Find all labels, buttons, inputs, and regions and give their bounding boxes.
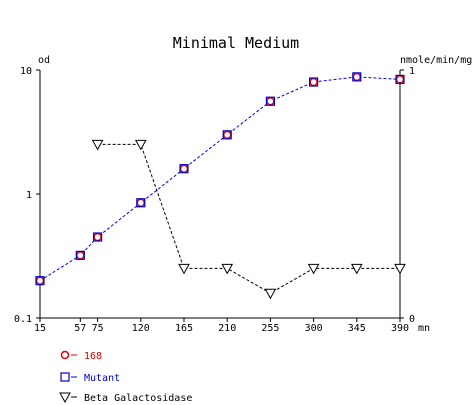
axes: 15 57 75 120 165 210 255 300 345 390 0.1 1 10 0 1 [14,66,415,334]
y-left-tick-label: 0.1 [14,314,32,325]
data-point-168 [266,96,275,106]
data-point-beta-galactosidase [134,139,147,151]
legend: 168 Mutant Beta Galactosidase [59,350,192,404]
data-point-168 [352,72,362,82]
x-tick-label: 210 [218,323,236,334]
chart-title: Minimal Medium [173,34,299,52]
series-line-beta-galactosidase [97,143,400,294]
data-point-168 [93,232,102,242]
x-tick-label: 165 [175,323,193,334]
x-tick-label: 345 [348,323,366,334]
legend-label-mutant: Mutant [84,373,120,384]
legend-marker-168 [60,350,70,360]
x-tick-label: 255 [261,323,279,334]
data-point-168 [179,164,189,173]
data-point-beta-galactosidase [178,263,190,275]
data-point-168 [76,251,85,260]
data-point-mutant [309,77,319,87]
data-point-mutant [222,130,232,140]
data-point-mutant [136,198,146,208]
data-point-168 [222,130,232,140]
data-point-mutant [75,250,85,260]
data-point-beta-galactosidase [91,139,104,151]
legend-label-beta-galactosidase: Beta Galactosidase [84,393,192,404]
data-point-beta-galactosidase [307,263,320,275]
data-point-beta-galactosidase [264,288,277,300]
x-tick-label: 57 [74,323,86,334]
y-left-tick-label: 1 [26,190,32,201]
x-tick-label: 120 [132,323,150,334]
data-point-mutant [92,232,103,242]
x-tick-label: 300 [305,323,323,334]
data-point-mutant [179,164,189,174]
y-right-label: nmole/min/mg [400,55,472,66]
legend-marker-mutant [60,372,70,382]
legend-item-beta-galactosidase: Beta Galactosidase [59,392,192,404]
data-point-168 [395,75,405,84]
data-point-168 [309,77,318,87]
y-right-tick-label: 1 [409,66,415,77]
series-markers [35,72,406,300]
data-point-beta-galactosidase [350,263,363,275]
legend-item-mutant: Mutant [60,372,120,384]
x-tick-label: 15 [34,323,46,334]
legend-label-168: 168 [84,351,102,362]
data-point-beta-galactosidase [394,263,406,275]
y-right-tick-label: 0 [409,314,415,325]
series-lines [39,76,401,294]
data-point-168 [136,198,146,208]
data-point-mutant [35,276,45,286]
legend-item-168: 168 [60,350,102,362]
legend-marker-beta-galactosidase [59,392,71,404]
x-tick-label: 390 [391,323,409,334]
data-point-mutant [265,96,275,106]
series-line-mutant [39,76,401,282]
data-point-mutant [395,74,405,84]
x-tick-label: 75 [92,323,104,334]
x-axis-unit: mn [418,323,430,334]
y-left-tick-label: 10 [20,66,32,77]
data-point-168 [35,276,45,285]
y-left-label: od [38,55,50,66]
data-point-mutant [352,72,362,82]
data-point-beta-galactosidase [221,263,234,275]
